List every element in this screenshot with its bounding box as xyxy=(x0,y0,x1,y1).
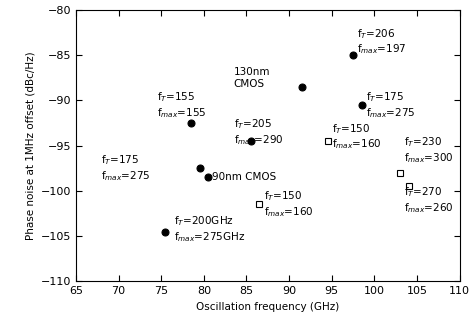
Text: f$_T$=175
f$_{max}$=275: f$_T$=175 f$_{max}$=275 xyxy=(101,154,151,183)
Text: f$_T$=150
f$_{max}$=160: f$_T$=150 f$_{max}$=160 xyxy=(332,122,382,151)
Y-axis label: Phase noise at 1MHz offset (dBc/Hz): Phase noise at 1MHz offset (dBc/Hz) xyxy=(25,51,35,240)
Text: f$_T$=206
f$_{max}$=197: f$_T$=206 f$_{max}$=197 xyxy=(357,27,407,56)
Text: f$_T$=205
f$_{max}$=290: f$_T$=205 f$_{max}$=290 xyxy=(234,117,283,147)
Text: 130nm
CMOS: 130nm CMOS xyxy=(234,67,270,89)
Text: f$_T$=200GHz
f$_{max}$=275GHz: f$_T$=200GHz f$_{max}$=275GHz xyxy=(174,214,245,244)
X-axis label: Oscillation frequency (GHz): Oscillation frequency (GHz) xyxy=(196,302,339,312)
Text: 90nm CMOS: 90nm CMOS xyxy=(212,172,277,182)
Text: f$_T$=155
f$_{max}$=155: f$_T$=155 f$_{max}$=155 xyxy=(157,90,206,120)
Text: f$_T$=175
f$_{max}$=275: f$_T$=175 f$_{max}$=275 xyxy=(366,90,415,120)
Text: f$_T$=270
f$_{max}$=260: f$_T$=270 f$_{max}$=260 xyxy=(404,185,454,215)
Text: f$_T$=150
f$_{max}$=160: f$_T$=150 f$_{max}$=160 xyxy=(264,190,313,219)
Text: f$_T$=230
f$_{max}$=300: f$_T$=230 f$_{max}$=300 xyxy=(404,135,454,165)
